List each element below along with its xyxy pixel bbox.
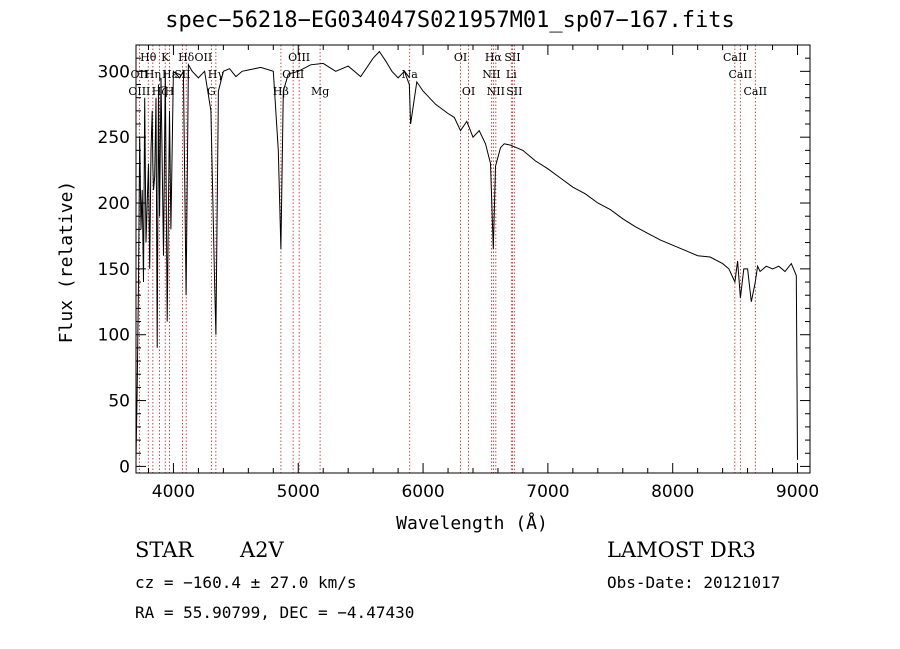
line-label: Hθ bbox=[140, 51, 157, 64]
line-label: OIII bbox=[288, 51, 310, 64]
coordinates: RA = 55.90799, DEC = −4.47430 bbox=[135, 603, 415, 622]
y-tick-label: 150 bbox=[98, 260, 130, 280]
line-label: OI bbox=[454, 51, 467, 64]
observation-date: Obs-Date: 20121017 bbox=[607, 573, 781, 592]
object-subclass: A2V bbox=[240, 538, 284, 562]
y-tick-label: 250 bbox=[98, 128, 130, 148]
line-label: Mg bbox=[311, 85, 329, 98]
line-label: Na bbox=[402, 68, 419, 81]
line-label: Hη bbox=[145, 68, 161, 81]
x-tick-label: 6000 bbox=[401, 482, 444, 502]
line-label: SII bbox=[506, 85, 522, 98]
redshift-velocity: cz = −160.4 ± 27.0 km/s bbox=[135, 573, 357, 592]
y-tick-label: 300 bbox=[98, 62, 130, 82]
line-markers bbox=[138, 45, 756, 473]
line-label: Hδ bbox=[178, 51, 195, 64]
x-axis-label: Wavelength (Å) bbox=[396, 512, 548, 534]
line-label: OIII bbox=[128, 85, 150, 98]
line-label: CaII bbox=[729, 68, 753, 81]
object-class: STAR bbox=[135, 538, 194, 562]
y-tick-label: 200 bbox=[98, 194, 130, 214]
line-label: OI bbox=[462, 85, 475, 98]
line-label: Hγ bbox=[208, 68, 225, 81]
axes: 4000 5000 6000 7000 8000 9000 0 50 100 150 200 250 3… bbox=[98, 44, 819, 502]
line-label: SII bbox=[174, 68, 190, 81]
plot-frame bbox=[135, 44, 811, 474]
x-tick-label: 8000 bbox=[651, 482, 694, 502]
survey-name: LAMOST DR3 bbox=[607, 538, 756, 562]
line-label: NII bbox=[482, 68, 500, 81]
line-label: Li bbox=[506, 68, 517, 81]
line-label: H bbox=[165, 85, 175, 98]
y-tick-label: 100 bbox=[98, 326, 130, 346]
line-label: K bbox=[161, 51, 170, 64]
line-label: Hζ bbox=[152, 85, 168, 98]
line-label: SII bbox=[504, 51, 520, 64]
line-label: CaII bbox=[723, 51, 747, 64]
chart-title: spec−56218−EG034047S021957M01_sp07−167.f… bbox=[165, 8, 735, 33]
line-label: G bbox=[207, 85, 216, 98]
line-label: NII bbox=[487, 85, 505, 98]
x-tick-label: 5000 bbox=[277, 482, 320, 502]
x-tick-label: 7000 bbox=[526, 482, 569, 502]
line-label: OII bbox=[195, 51, 213, 64]
x-tick-label: 9000 bbox=[776, 482, 819, 502]
line-label: Hα bbox=[485, 51, 503, 64]
y-tick-label: 0 bbox=[119, 457, 130, 477]
y-tick-label: 50 bbox=[108, 392, 130, 412]
x-tick-label: 4000 bbox=[152, 482, 195, 502]
line-label: Hβ bbox=[273, 85, 289, 98]
y-axis-label: Flux (relative) bbox=[56, 181, 77, 344]
line-label: CaII bbox=[743, 85, 767, 98]
spectrum-line bbox=[135, 50, 798, 460]
